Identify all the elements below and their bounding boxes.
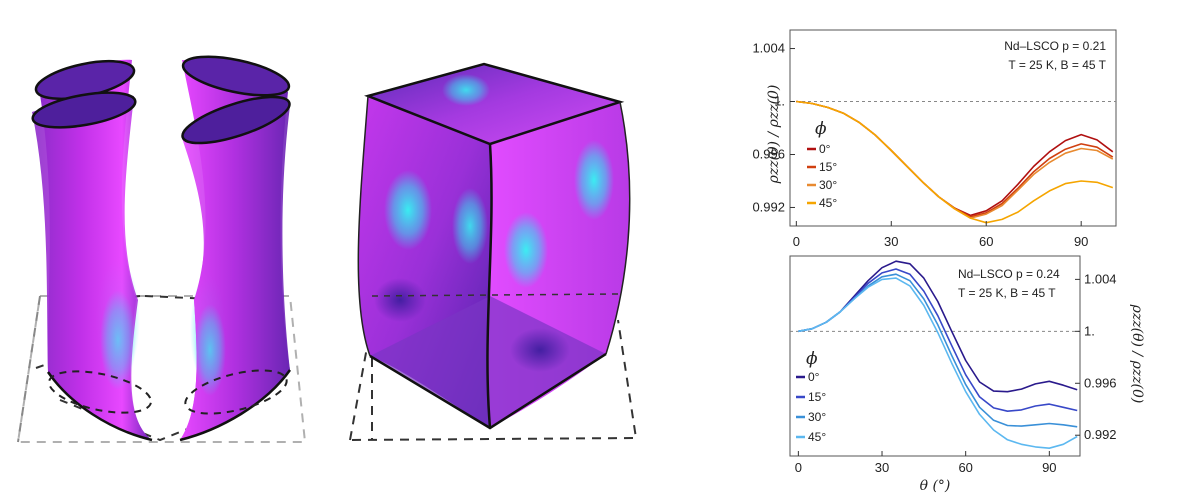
chart-top-frame [789, 29, 1117, 227]
chart-top-legend-title: ϕ [815, 119, 827, 139]
chart-1-series-line-3 [796, 100, 1114, 224]
y-tick-label: 0.992 [1084, 427, 1117, 442]
x-tick-label: 60 [958, 460, 972, 475]
x-tick-label: 0 [795, 460, 802, 475]
chart-bottom-y-axis-label: ρzz(θ) / ρzz(0) [1129, 304, 1145, 404]
legend-label: 15° [819, 160, 837, 174]
chart-top-series [796, 100, 1114, 224]
chart-bottom-annotation-line-2: T = 25 K, B = 45 T [958, 286, 1056, 300]
legend-label: 0° [819, 142, 831, 156]
y-tick-label: 1. [774, 94, 785, 109]
chart-top-y-ticks: 1.004 1. 0.996 0.992 [752, 41, 795, 214]
chart-bottom-x-ticks: 0 30 60 90 [795, 451, 1057, 475]
y-tick-label: 0.992 [752, 199, 785, 214]
chart-top: 0 30 60 90 1.004 1. 0.996 0.992 Nd–LSCO p = 0.… [752, 29, 1117, 249]
chart-2-series-line-3 [798, 277, 1078, 450]
legend-label: 15° [808, 390, 826, 404]
legend-label: 30° [808, 410, 826, 424]
fermi-surface-illustrations [16, 55, 638, 443]
x-tick-label: 30 [875, 460, 889, 475]
y-tick-label: 0.996 [1084, 375, 1117, 390]
chart-bottom: 0 30 60 90 1.004 1. 0.996 0.992 Nd–LSCO p = 0.… [789, 255, 1145, 494]
chart-bottom-annotation-line-1: Nd–LSCO p = 0.24 [958, 267, 1060, 281]
legend-label: 45° [808, 430, 826, 444]
cube-surface [349, 62, 638, 441]
x-tick-label: 90 [1042, 460, 1056, 475]
x-tick-label: 60 [979, 234, 993, 249]
x-tick-label: 30 [884, 234, 898, 249]
x-tick-label: 0 [793, 234, 800, 249]
legend-label: 30° [819, 178, 837, 192]
chart-bottom-y-ticks: 1.004 1. 0.996 0.992 [1075, 271, 1117, 442]
chart-bottom-series [798, 260, 1078, 450]
legend-label: 0° [808, 370, 820, 384]
y-tick-label: 0.996 [752, 146, 785, 161]
chart-bottom-frame [789, 255, 1081, 457]
y-tick-label: 1. [1084, 323, 1095, 338]
y-tick-label: 1.004 [752, 41, 785, 56]
chart-top-y-axis-label: ρzz(θ) / ρzz(0) [766, 85, 782, 185]
legend-label: 45° [819, 196, 837, 210]
left-tube [31, 59, 153, 442]
chart-bottom-legend: 0° 15° 30° 45° [796, 370, 826, 444]
x-tick-label: 90 [1074, 234, 1088, 249]
chart-top-annotation-line-1: Nd–LSCO p = 0.21 [1004, 39, 1106, 53]
chart-bottom-legend-title: ϕ [806, 349, 818, 369]
chart-top-legend: 0° 15° 30° 45° [807, 142, 837, 210]
chart-top-annotation-line-2: T = 25 K, B = 45 T [1008, 58, 1106, 72]
y-tick-label: 1.004 [1084, 271, 1117, 286]
right-tube [179, 55, 292, 442]
chart-bottom-x-axis-label: θ (°) [920, 478, 951, 494]
chart-top-x-ticks: 0 30 60 90 [793, 221, 1088, 249]
